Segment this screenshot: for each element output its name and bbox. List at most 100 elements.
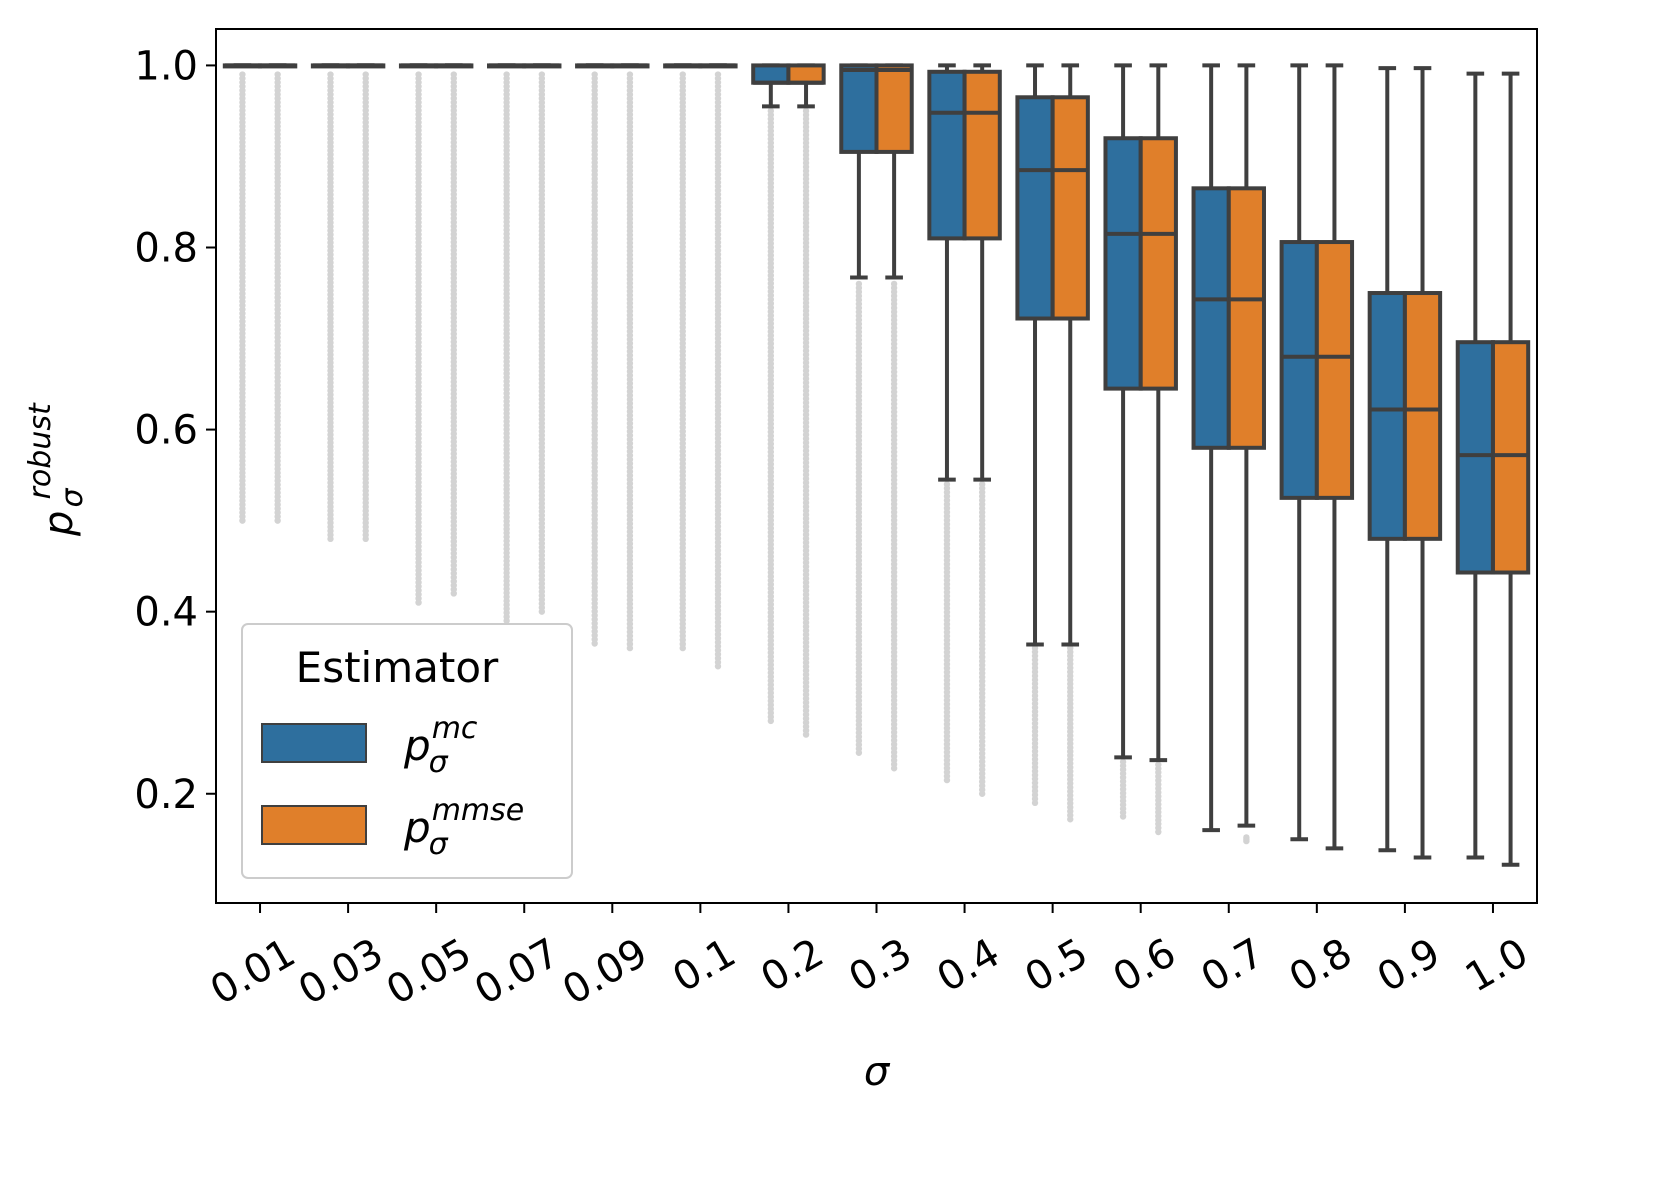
outliers-mmse-0.07 <box>538 71 546 615</box>
box-mc-0.1 <box>663 63 703 69</box>
iqr-box <box>962 69 1002 241</box>
iqr-box <box>1367 291 1407 541</box>
x-tick-label: 0.07 <box>467 930 567 1014</box>
box-mmse-0.9 <box>1402 66 1443 860</box>
legend-entry-mc: pσmc <box>261 711 478 780</box>
x-tick-label: 1.0 <box>1458 930 1536 1002</box>
outliers-mc-0.07 <box>503 71 510 624</box>
box-mmse-0.07 <box>522 63 562 69</box>
box-mmse-0.01 <box>258 63 298 69</box>
outlier-point <box>1119 813 1127 820</box>
outlier-point <box>538 608 546 615</box>
outlier-point <box>503 617 510 624</box>
box-mc-0.9 <box>1367 66 1407 853</box>
box-mc-0.6 <box>1103 63 1143 760</box>
box-mc-0.09 <box>575 63 615 69</box>
x-tick-label: 0.5 <box>1018 930 1096 1002</box>
x-tick-label: 0.05 <box>379 930 479 1014</box>
outliers-mmse-0.01 <box>274 71 281 524</box>
outliers-mc-0.05 <box>415 71 422 606</box>
legend-title: Estimator <box>296 643 499 692</box>
outliers-mmse-0.03 <box>362 71 369 543</box>
box-mmse-0.05 <box>434 63 474 69</box>
x-tick-label: 0.4 <box>929 930 1007 1002</box>
outliers-mmse-0.09 <box>626 71 634 652</box>
legend-label-sub: σ <box>429 745 449 780</box>
iqr-box <box>1402 291 1443 541</box>
box-mc-0.05 <box>398 63 439 69</box>
box-mc-0.5 <box>1015 63 1055 647</box>
outlier-point <box>679 644 686 652</box>
box-mc-0.7 <box>1191 63 1231 833</box>
outlier-point <box>591 640 598 647</box>
outliers-mmse-0.2 <box>802 107 810 738</box>
outliers-mc-0.6 <box>1119 758 1127 820</box>
outlier-point <box>626 644 634 652</box>
outlier-point <box>1031 799 1039 807</box>
iqr-box <box>839 63 879 154</box>
iqr-box <box>874 63 914 154</box>
boxes-layer <box>222 63 1531 867</box>
legend-label-mmse: pσmmse <box>403 793 524 862</box>
box-mc-0.01 <box>222 63 263 69</box>
iqr-box <box>786 63 826 85</box>
x-tick-label: 0.9 <box>1370 930 1448 1002</box>
outliers-mc-0.3 <box>855 280 863 756</box>
outliers-mc-0.4 <box>943 481 951 784</box>
x-tick-label: 0.03 <box>291 930 391 1014</box>
box-mc-0.4 <box>927 63 967 482</box>
outlier-point <box>327 535 334 543</box>
legend: Estimator pσmc pσmmse <box>241 623 573 879</box>
y-tick-label: 0.8 <box>134 226 198 272</box>
outlier-point <box>1067 816 1074 823</box>
legend-label-mc: pσmc <box>403 711 478 780</box>
box-mmse-0.3 <box>874 63 914 280</box>
outlier-point <box>714 663 722 670</box>
outlier-point <box>890 765 898 772</box>
iqr-box <box>1314 240 1355 500</box>
y-tick-label: 0.4 <box>134 590 198 636</box>
legend-label-base: p <box>403 803 431 852</box>
outlier-point <box>362 535 369 543</box>
outliers-mmse-0.6 <box>1155 761 1162 836</box>
legend-label-base: p <box>403 721 431 770</box>
box-mmse-0.4 <box>962 63 1002 482</box>
x-tick-label: 0.6 <box>1106 930 1184 1002</box>
outliers-mc-0.03 <box>327 71 334 543</box>
iqr-box <box>1015 95 1055 321</box>
iqr-box <box>1490 340 1531 575</box>
x-tick-label: 0.1 <box>665 930 743 1002</box>
outliers-mc-0.09 <box>591 71 598 647</box>
iqr-box <box>1191 186 1231 450</box>
outlier-point <box>450 590 457 597</box>
outliers-mmse-0.4 <box>978 481 986 797</box>
box-mc-0.03 <box>310 63 351 69</box>
box-mmse-0.09 <box>610 63 650 69</box>
outlier-point <box>978 790 986 797</box>
y-axis: 0.2 0.4 0.6 0.8 1.0 <box>134 43 216 818</box>
iqr-box <box>1226 186 1266 450</box>
legend-label-sub: σ <box>429 827 449 862</box>
box-mmse-1.0 <box>1490 71 1531 867</box>
box-mmse-0.5 <box>1050 63 1090 647</box>
y-axis-label-base: p <box>36 511 82 537</box>
iqr-box <box>1050 95 1090 321</box>
x-tick-label: 0.7 <box>1194 930 1272 1002</box>
box-mc-0.8 <box>1279 63 1319 842</box>
box-mc-0.3 <box>839 63 879 280</box>
outliers-mmse-0.05 <box>450 71 457 597</box>
x-axis-label: σ <box>864 1049 891 1095</box>
x-axis: 0.010.030.050.070.09 0.1 0.2 0.3 0.4 0.5 0.6 0.… <box>203 903 1536 1014</box>
box-mc-1.0 <box>1455 71 1495 860</box>
y-axis-label: p σ robust <box>23 402 90 537</box>
box-mmse-0.2 <box>786 63 826 109</box>
box-mmse-0.7 <box>1226 63 1266 828</box>
outliers-mc-0.01 <box>239 71 246 524</box>
x-tick-label: 0.01 <box>203 930 303 1014</box>
legend-swatch-mc <box>261 723 367 763</box>
outliers-mc-0.5 <box>1031 644 1039 807</box>
outliers-mmse-0.1 <box>714 71 722 670</box>
iqr-box <box>1103 136 1143 391</box>
outlier-point <box>274 517 281 524</box>
iqr-box <box>1279 240 1319 500</box>
